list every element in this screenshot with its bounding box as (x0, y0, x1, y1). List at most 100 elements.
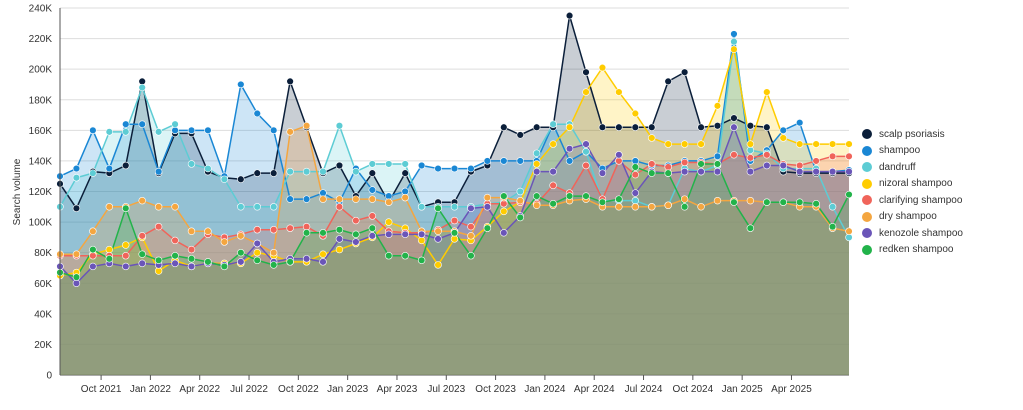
data-point[interactable] (763, 151, 771, 159)
data-point[interactable] (845, 190, 853, 199)
data-point[interactable] (368, 195, 377, 203)
data-point[interactable] (763, 198, 771, 206)
data-point[interactable] (812, 140, 820, 148)
data-point[interactable] (253, 109, 261, 118)
data-point[interactable] (122, 120, 130, 128)
data-point[interactable] (713, 102, 722, 110)
data-point[interactable] (89, 262, 97, 271)
data-point[interactable] (549, 200, 557, 208)
data-point[interactable] (500, 200, 508, 208)
data-point[interactable] (302, 122, 311, 130)
data-point[interactable] (269, 126, 278, 135)
data-point[interactable] (746, 154, 755, 162)
data-point[interactable] (631, 189, 640, 197)
data-point[interactable] (122, 241, 130, 249)
data-point[interactable] (269, 226, 278, 234)
legend-item[interactable]: scalp psoriasis (862, 126, 963, 143)
data-point[interactable] (730, 37, 738, 46)
data-point[interactable] (220, 175, 229, 183)
data-point[interactable] (237, 232, 245, 240)
data-point[interactable] (730, 198, 738, 206)
data-point[interactable] (631, 203, 640, 211)
data-point[interactable] (187, 227, 196, 235)
data-point[interactable] (72, 164, 81, 173)
data-point[interactable] (483, 203, 492, 211)
data-point[interactable] (72, 250, 81, 258)
data-point[interactable] (845, 227, 853, 235)
data-point[interactable] (368, 232, 377, 240)
data-point[interactable] (237, 80, 245, 89)
data-point[interactable] (204, 164, 212, 173)
data-point[interactable] (138, 120, 146, 128)
data-point[interactable] (483, 224, 492, 232)
data-point[interactable] (237, 248, 245, 257)
data-point[interactable] (434, 261, 442, 269)
data-point[interactable] (828, 203, 837, 211)
data-point[interactable] (680, 195, 689, 203)
legend-item[interactable]: kenozole shampoo (862, 225, 963, 242)
data-point[interactable] (319, 195, 327, 203)
data-point[interactable] (122, 262, 130, 271)
data-point[interactable] (401, 187, 409, 196)
data-point[interactable] (237, 258, 245, 266)
data-point[interactable] (664, 169, 672, 177)
data-point[interactable] (286, 195, 294, 203)
data-point[interactable] (335, 203, 344, 211)
data-point[interactable] (532, 160, 541, 168)
data-point[interactable] (187, 245, 196, 254)
data-point[interactable] (122, 128, 130, 136)
data-point[interactable] (204, 258, 212, 266)
data-point[interactable] (779, 198, 787, 206)
data-point[interactable] (302, 229, 311, 237)
data-point[interactable] (368, 160, 377, 168)
data-point[interactable] (302, 167, 311, 176)
data-point[interactable] (253, 203, 261, 211)
data-point[interactable] (795, 118, 804, 127)
data-point[interactable] (467, 252, 475, 260)
legend-item[interactable]: dry shampoo (862, 209, 963, 226)
data-point[interactable] (368, 169, 377, 177)
data-point[interactable] (713, 196, 722, 205)
data-point[interactable] (713, 160, 722, 168)
data-point[interactable] (187, 160, 196, 168)
data-point[interactable] (598, 123, 607, 131)
data-point[interactable] (417, 236, 426, 245)
data-point[interactable] (154, 203, 163, 211)
data-point[interactable] (631, 196, 640, 205)
data-point[interactable] (598, 63, 607, 72)
data-point[interactable] (253, 248, 261, 257)
data-point[interactable] (154, 222, 163, 231)
data-point[interactable] (582, 140, 590, 148)
data-point[interactable] (450, 229, 459, 237)
data-point[interactable] (532, 123, 541, 131)
data-point[interactable] (434, 227, 442, 235)
data-point[interactable] (138, 196, 146, 205)
data-point[interactable] (154, 167, 163, 176)
data-point[interactable] (746, 167, 755, 176)
data-point[interactable] (532, 167, 541, 176)
data-point[interactable] (615, 123, 623, 131)
data-point[interactable] (253, 226, 261, 234)
data-point[interactable] (385, 160, 393, 168)
data-point[interactable] (417, 256, 426, 265)
data-point[interactable] (763, 123, 771, 131)
data-point[interactable] (845, 140, 853, 148)
data-point[interactable] (368, 224, 377, 232)
data-point[interactable] (335, 122, 344, 130)
data-point[interactable] (335, 195, 344, 203)
data-point[interactable] (122, 252, 130, 260)
data-point[interactable] (467, 222, 475, 231)
data-point[interactable] (631, 163, 640, 171)
data-point[interactable] (105, 128, 114, 136)
data-point[interactable] (122, 204, 130, 213)
data-point[interactable] (828, 140, 837, 148)
data-point[interactable] (746, 122, 755, 130)
data-point[interactable] (812, 200, 820, 208)
data-point[interactable] (680, 140, 689, 148)
data-point[interactable] (302, 255, 311, 263)
data-point[interactable] (286, 167, 294, 176)
data-point[interactable] (72, 204, 81, 213)
data-point[interactable] (779, 126, 787, 135)
data-point[interactable] (72, 279, 81, 287)
data-point[interactable] (500, 157, 508, 165)
